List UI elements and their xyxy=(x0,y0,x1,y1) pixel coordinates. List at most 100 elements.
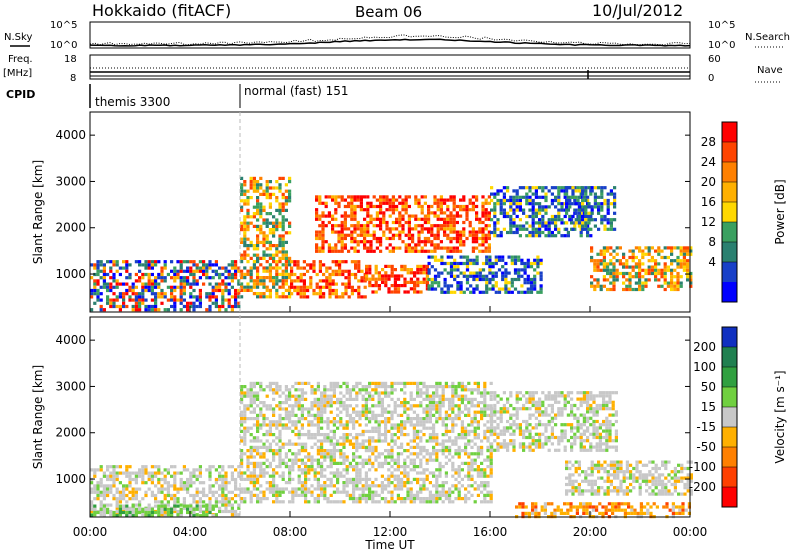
velocity-cell xyxy=(313,487,317,491)
power-cell xyxy=(324,224,328,228)
velocity-cell xyxy=(307,471,311,475)
velocity-cell xyxy=(364,461,368,465)
velocity-cell xyxy=(435,420,439,424)
power-cell xyxy=(173,272,177,277)
velocity-cell xyxy=(304,500,308,504)
velocity-cell xyxy=(252,439,256,443)
velocity-cell xyxy=(361,493,365,497)
velocity-cell xyxy=(368,417,372,421)
power-cell xyxy=(472,258,476,262)
power-cell xyxy=(465,258,470,262)
velocity-cell xyxy=(96,468,100,472)
velocity-cell xyxy=(189,507,193,511)
power-cell xyxy=(366,227,370,231)
velocity-cell xyxy=(291,477,295,481)
power-cell xyxy=(568,214,572,219)
velocity-cell xyxy=(393,458,397,462)
power-cell xyxy=(208,304,212,309)
velocity-cell xyxy=(422,497,426,501)
power-cell xyxy=(281,279,285,283)
power-cell xyxy=(459,233,463,237)
velocity-cell xyxy=(470,468,474,472)
power-cell xyxy=(436,233,440,237)
power-cell xyxy=(102,276,106,280)
power-cell xyxy=(520,261,524,266)
velocity-cell xyxy=(336,401,340,405)
power-cell xyxy=(393,287,397,291)
power-cell xyxy=(584,208,588,212)
velocity-cell xyxy=(515,397,519,401)
power-cell xyxy=(134,304,138,309)
power-cell xyxy=(481,240,485,244)
power-cell xyxy=(590,218,594,222)
power-cell xyxy=(531,230,535,235)
power-cell xyxy=(443,246,447,250)
power-cell xyxy=(682,249,686,253)
velocity-cell xyxy=(252,449,256,453)
power-cell xyxy=(628,287,632,292)
power-cell xyxy=(547,234,551,238)
velocity-cell xyxy=(425,413,429,417)
power-cell xyxy=(343,220,347,225)
velocity-cell xyxy=(182,465,186,469)
power-cell xyxy=(419,264,423,268)
power-cell xyxy=(673,259,677,263)
velocity-cell xyxy=(428,385,432,389)
velocity-cell xyxy=(304,433,308,437)
power-cell xyxy=(356,249,360,253)
velocity-cell xyxy=(438,381,442,385)
velocity-cell xyxy=(249,452,253,456)
velocity-cell xyxy=(147,474,151,478)
velocity-cell xyxy=(278,420,282,424)
velocity-cell xyxy=(454,439,458,443)
power-cell xyxy=(350,285,354,289)
velocity-cell xyxy=(249,471,253,475)
velocity-cell xyxy=(252,394,256,398)
power-cell xyxy=(363,236,367,241)
power-cell xyxy=(650,265,654,269)
velocity-cell xyxy=(336,413,340,417)
power-cell xyxy=(490,218,494,222)
power-cell xyxy=(144,304,148,309)
velocity-cell xyxy=(355,420,359,424)
power-cell xyxy=(350,201,354,205)
velocity-cell xyxy=(470,417,474,421)
power-cell xyxy=(259,256,263,260)
velocity-cell xyxy=(157,510,161,515)
power-cell xyxy=(350,224,354,228)
power-cell xyxy=(131,282,135,286)
power-cell xyxy=(150,272,154,277)
velocity-cell xyxy=(202,514,206,518)
power-cell xyxy=(96,266,100,270)
velocity-cell xyxy=(473,413,477,417)
velocity-cell xyxy=(490,419,494,424)
power-cell xyxy=(536,261,540,266)
power-cell xyxy=(518,195,522,199)
power-cell xyxy=(366,233,370,237)
power-cell xyxy=(625,265,629,269)
power-cell xyxy=(368,280,372,284)
velocity-cell xyxy=(403,465,407,469)
velocity-cell xyxy=(249,391,253,395)
velocity-cell xyxy=(457,468,461,472)
velocity-cell xyxy=(387,452,391,456)
power-cell xyxy=(363,224,367,228)
power-cell xyxy=(487,201,491,205)
power-cell xyxy=(407,217,411,221)
power-cell xyxy=(593,202,597,206)
velocity-cell xyxy=(198,500,202,504)
velocity-cell xyxy=(122,510,126,515)
velocity-cell xyxy=(454,391,458,395)
power-cell xyxy=(615,268,619,272)
velocity-cell xyxy=(300,442,304,446)
power-cell xyxy=(411,233,415,237)
velocity-cell xyxy=(428,500,432,504)
velocity-cell xyxy=(358,455,362,459)
power-cell xyxy=(284,279,288,283)
power-cell xyxy=(462,208,466,212)
power-cell xyxy=(414,227,418,231)
velocity-cell xyxy=(352,388,356,392)
velocity-cell xyxy=(332,461,336,465)
power-cell xyxy=(268,292,272,296)
power-cell xyxy=(468,208,472,212)
